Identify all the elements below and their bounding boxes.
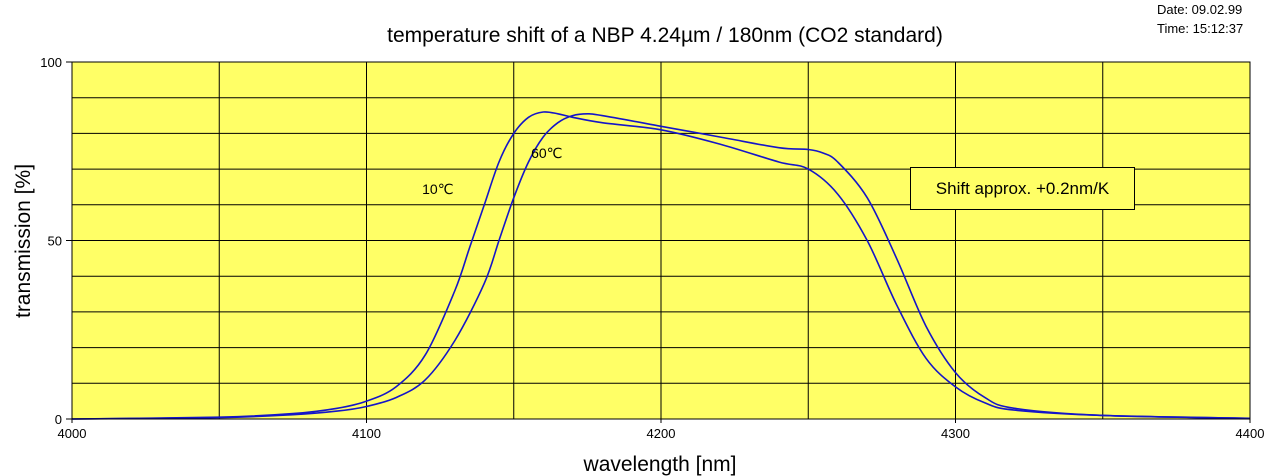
- series-layer: [71, 111, 1251, 420]
- time-stamp: Time: 15:12:37: [1157, 21, 1244, 36]
- x-tick-label: 4200: [647, 426, 676, 441]
- x-axis-title: wavelength [nm]: [583, 453, 737, 476]
- series-line-10c: [71, 111, 1251, 420]
- series-line-60c: [71, 112, 1251, 420]
- y-tick-label: 50: [48, 234, 62, 249]
- x-tick-label: 4100: [352, 426, 381, 441]
- x-tick-label: 4300: [941, 426, 970, 441]
- date-stamp: Date: 09.02.99: [1157, 2, 1243, 17]
- shift-annotation: Shift approx. +0.2nm/K: [910, 167, 1135, 210]
- y-tick-label: 0: [55, 412, 62, 427]
- y-axis-title: transmission [%]: [12, 164, 35, 318]
- curve-label-60c: 60℃: [531, 144, 563, 161]
- y-tick-label: 100: [40, 55, 62, 70]
- x-tick-label: 4000: [58, 426, 87, 441]
- tick-layer: 4000 4100 4200 4300 4400 0 50 100: [40, 55, 1264, 441]
- x-tick-label: 4400: [1236, 426, 1265, 441]
- curve-label-10c: 10℃: [422, 180, 454, 197]
- chart-title: temperature shift of a NBP 4.24µm / 180n…: [387, 24, 943, 47]
- plot-frame: [71, 61, 1251, 420]
